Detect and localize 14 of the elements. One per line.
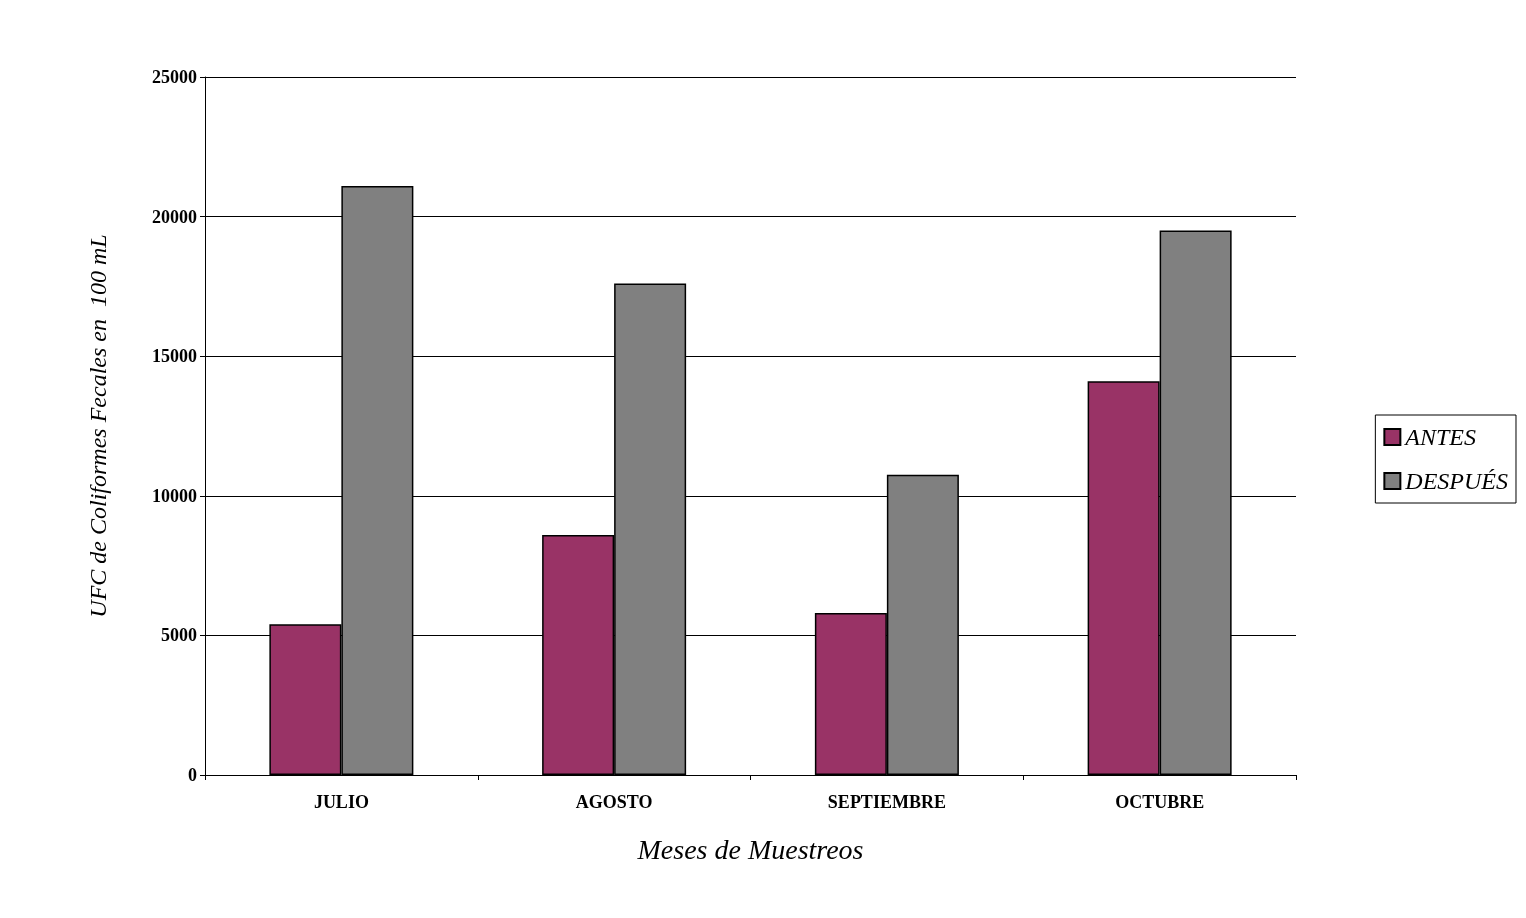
x-tick-label: AGOSTO [575,792,653,812]
x-axis-title: Meses de Muestreos [636,833,864,865]
x-tick-label: JULIO [313,792,369,812]
x-tick-label: SEPTIEMBRE [827,792,946,812]
y-tick-label: 15000 [152,346,197,367]
y-axis-title: UFC de Coliformes Fecales en 100 mL [85,234,111,618]
y-tick-label: 0 [188,765,197,785]
y-tick-label: 25000 [152,67,197,87]
y-tick-label: 20000 [152,206,197,227]
x-tick-label: OCTUBRE [1115,792,1205,812]
y-tick-label: 5000 [161,625,197,646]
legend-label: ANTES [1403,424,1477,450]
legend-label: DESPUÉS [1404,468,1509,494]
y-tick-label: 10000 [152,485,197,506]
